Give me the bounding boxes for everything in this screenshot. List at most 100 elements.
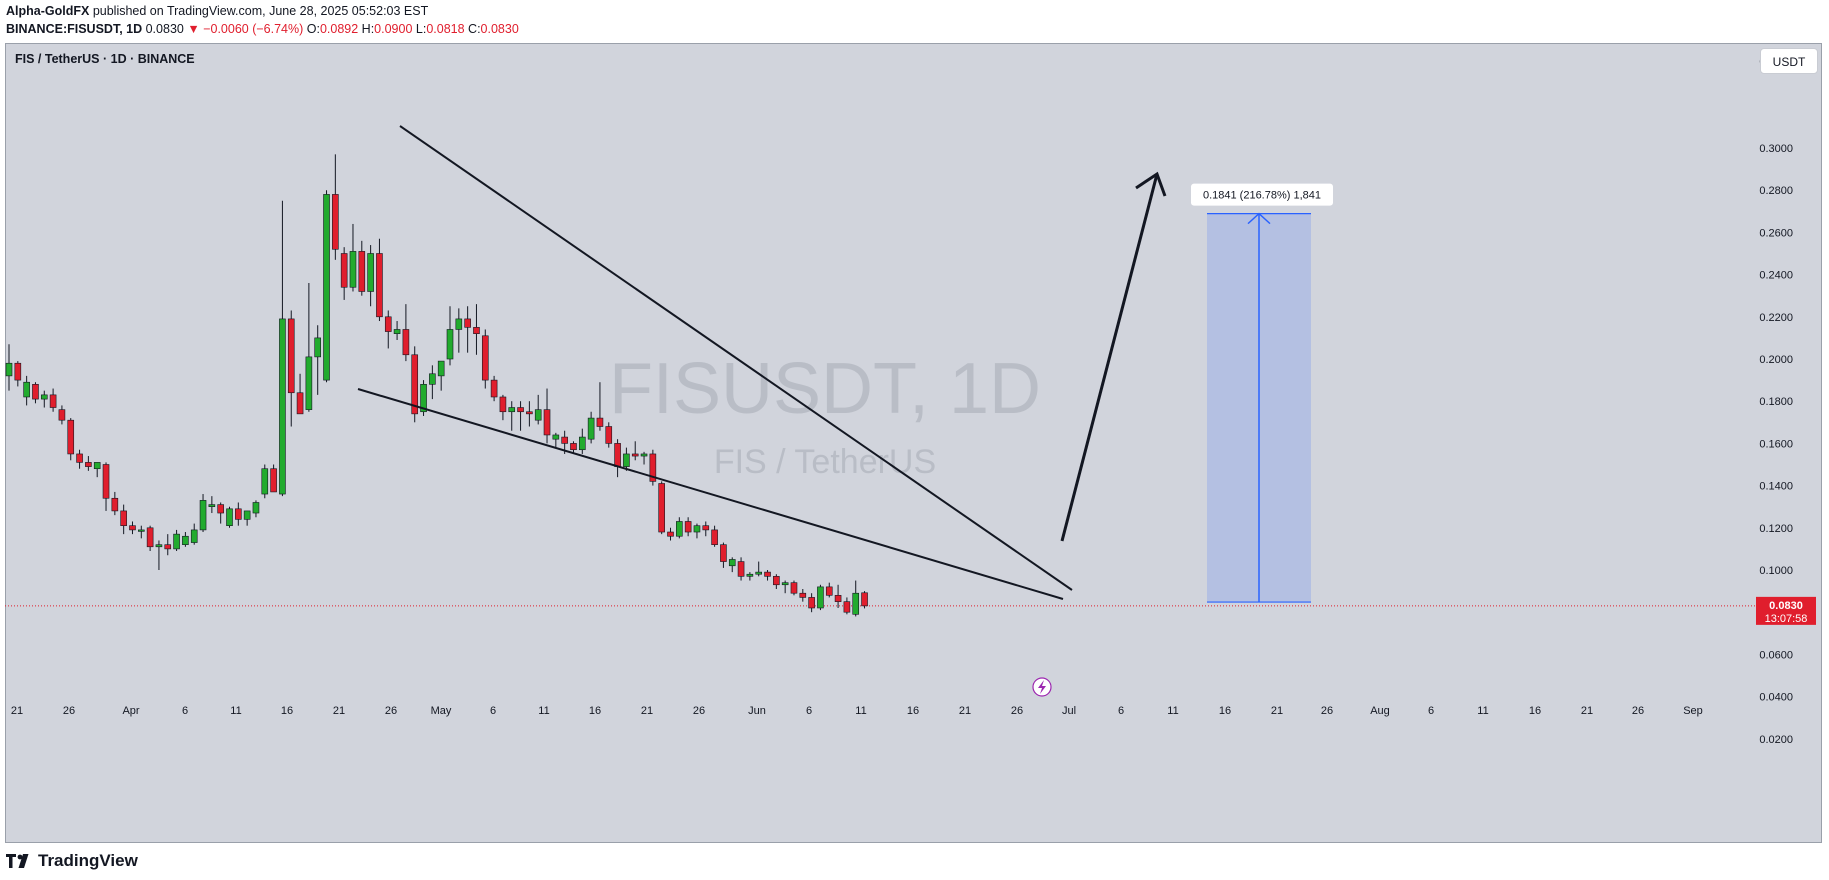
candle-body: [737, 561, 745, 577]
time-tick-label: 6: [806, 705, 812, 717]
price-tick-label: 0.2200: [1759, 312, 1793, 324]
candle-body: [85, 462, 92, 467]
wedge-drawings[interactable]: [357, 125, 1167, 600]
candle-body: [208, 504, 216, 507]
candle-body: [14, 362, 22, 381]
candle: [67, 418, 75, 461]
candle-body: [808, 597, 815, 609]
candle-body: [49, 394, 57, 408]
time-tick-label: 16: [1219, 705, 1231, 717]
candle: [358, 240, 366, 296]
symbol-label: BINANCE:FISUSDT, 1D: [6, 22, 143, 36]
candle: [711, 525, 718, 547]
low-label: L:: [415, 22, 427, 36]
chart-symbol-title[interactable]: FIS / TetherUS · 1D · BINANCE: [15, 52, 195, 66]
candle-body: [825, 586, 833, 596]
tradingview-wordmark: TradingView: [38, 851, 138, 870]
candle-body: [596, 417, 604, 427]
candle: [852, 580, 860, 617]
projection-arrowhead-icon: [1247, 212, 1271, 225]
candle: [737, 557, 745, 581]
candle: [693, 523, 701, 539]
candle: [623, 447, 630, 471]
candle-body: [111, 497, 119, 512]
currency-button[interactable]: USDT: [1760, 48, 1818, 74]
candle: [526, 401, 533, 427]
candle: [578, 428, 586, 454]
candle: [499, 394, 507, 421]
projection-label-box: [1191, 183, 1333, 206]
candle-body: [243, 510, 251, 520]
chart-area[interactable]: [5, 43, 1822, 843]
candle-body: [728, 559, 736, 567]
candle: [49, 388, 57, 412]
candle: [323, 190, 330, 383]
candle-body: [552, 434, 560, 440]
time-tick-label: 26: [693, 705, 705, 717]
candle: [182, 532, 189, 547]
candle: [138, 525, 145, 539]
candle: [702, 521, 710, 537]
publish-info: Alpha-GoldFX published on TradingView.co…: [6, 4, 428, 18]
candle-body: [252, 502, 260, 514]
candle-body: [481, 335, 489, 381]
candle-body: [261, 468, 269, 495]
candle-body: [834, 595, 842, 602]
candle-body: [146, 527, 154, 548]
wedge-lower-trendline[interactable]: [357, 388, 1064, 600]
candle-body: [473, 327, 480, 334]
candle-body: [720, 544, 727, 562]
breakout-arrow-line[interactable]: [1060, 173, 1159, 542]
candle: [279, 200, 286, 497]
time-tick-label: May: [431, 705, 452, 717]
candle-body: [455, 318, 463, 330]
candle-body: [755, 571, 763, 575]
chart-canvas[interactable]: FISUSDT, 1D FIS / TetherUS 0.1841 (216.7…: [5, 43, 1822, 843]
candle-body: [499, 396, 507, 413]
open-value: 0.0892: [319, 22, 359, 36]
candle: [93, 462, 101, 478]
projection-box[interactable]: 0.1841 (216.78%) 1,841: [1191, 183, 1333, 603]
candle-body: [517, 407, 524, 413]
candle-body: [411, 354, 419, 415]
time-tick-label: 16: [589, 705, 601, 717]
author-name[interactable]: Alpha-GoldFX: [6, 4, 90, 18]
candle-body: [861, 592, 868, 607]
tradingview-logo[interactable]: TradingView: [6, 851, 138, 871]
price-tick-label: 0.0200: [1759, 734, 1793, 746]
candle-body: [393, 329, 401, 334]
candle: [349, 223, 357, 292]
candle-body: [526, 411, 533, 415]
candle-body: [279, 318, 286, 495]
price-tick-label: 0.2600: [1759, 227, 1793, 239]
event-marker[interactable]: [1032, 677, 1052, 697]
price-axis[interactable]: 0.3000 0.2800 0.2600 0.2400 0.2200 0.2000 0.18…: [1756, 56, 1816, 746]
candle-body: [658, 483, 665, 533]
projection-label: 0.1841 (216.78%) 1,841: [1203, 190, 1321, 202]
candle-body: [173, 533, 180, 550]
price-tick-label: 0.2400: [1759, 270, 1793, 282]
candle-body: [164, 544, 172, 550]
candle-body: [490, 379, 498, 398]
candle-body: [23, 381, 30, 398]
last-price: 0.0830: [145, 22, 184, 36]
candle: [32, 382, 39, 404]
candle: [834, 584, 842, 608]
candle: [199, 494, 207, 533]
candle: [393, 321, 401, 341]
candle: [631, 441, 639, 461]
price-tick-label: 0.2000: [1759, 354, 1793, 366]
candle-body: [570, 443, 577, 451]
time-axis[interactable]: 21 26 Apr 6 11 16 21 26 May 6 11 16 21 26 Jun 6 11 16 21 26…: [11, 705, 1703, 717]
candle: [340, 247, 348, 300]
candle-body: [340, 253, 348, 288]
time-tick-label: 16: [1529, 705, 1541, 717]
candle: [305, 283, 313, 412]
wedge-upper-trendline[interactable]: [399, 125, 1073, 591]
candle: [517, 401, 524, 431]
candle-body: [429, 373, 436, 385]
candle-body: [420, 384, 427, 413]
candle: [173, 529, 180, 552]
candle-body: [376, 253, 383, 318]
candle: [5, 344, 13, 391]
